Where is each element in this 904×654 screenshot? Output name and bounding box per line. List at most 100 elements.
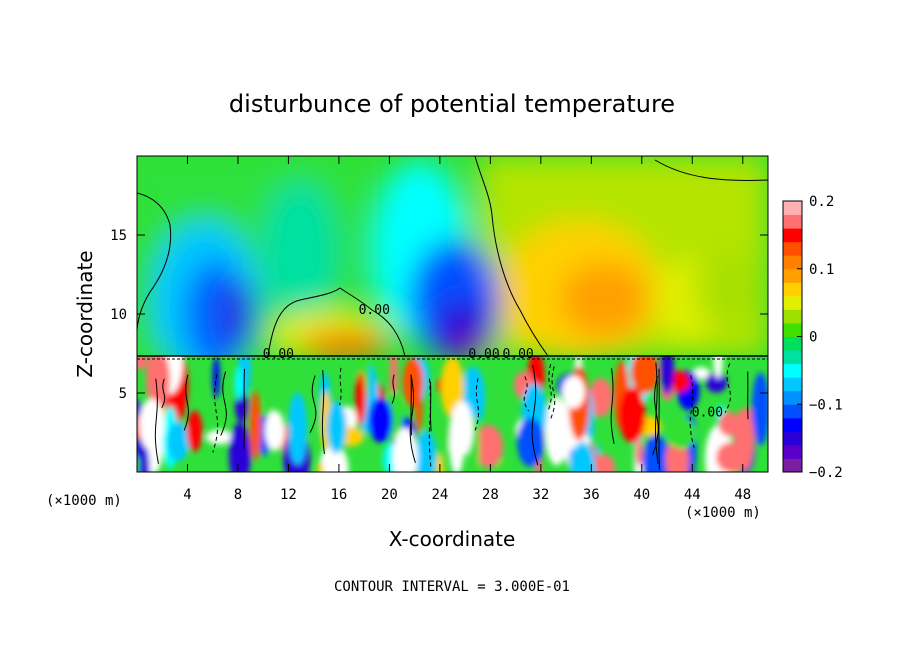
colorbar-segment [783,404,802,419]
field-plume [318,444,349,472]
x-tick-label: 20 [381,487,398,503]
field-plume [326,400,347,454]
field-plume [642,434,671,472]
field-plume [249,391,262,461]
colorbar-segment [783,458,802,473]
colorbar-segment [783,228,802,243]
zero-contour-middle [267,287,406,357]
field-plume [186,410,203,452]
x-tick-label: 12 [280,487,297,503]
x-axis-label: X-coordinate [389,527,516,551]
x-unit-right: (×1000 m) [685,505,761,521]
colorbar-segment [783,241,802,256]
field-plume [138,444,150,472]
colorbar-segment [783,363,802,378]
colorbar-segment [783,431,802,446]
field-plume [450,400,474,457]
y-tick-label: 15 [110,228,127,244]
field-plume [288,392,308,465]
contour-label: 0.00 [692,406,723,421]
contour-line [531,365,539,466]
field-plume [436,452,445,472]
contour-line [220,371,227,436]
colorbar-segment [783,255,802,270]
lower-contours [154,362,749,470]
colorbar-segment [783,309,802,324]
x-tick-label: 4 [183,487,191,503]
field-plume [138,398,165,451]
y-tick-label: 5 [119,386,127,402]
colorbar-tick-label: 0.1 [809,262,834,278]
x-axis-ticks: 4 8 12 16 20 24 28 32 36 40 44 48 [183,156,751,503]
contour-line [547,363,552,413]
field-plume [692,367,711,380]
colorbar-tick-label: −0.2 [809,465,843,481]
contour-label: 0.00 [263,347,294,362]
contour-label: 0.00 [359,303,390,318]
contour-line [610,368,615,444]
field-plume [618,387,646,444]
field-plume [368,397,393,443]
contour-line [410,374,412,436]
colorbar-segment [783,390,802,405]
field-plume [660,356,674,396]
zero-contour-top-right [654,159,768,181]
field-plume [167,421,190,462]
field-plume [415,384,423,433]
colorbar-segment [783,214,802,229]
x-tick-label: 8 [234,487,242,503]
colorbar-segment [783,295,802,310]
field-plume [234,366,244,401]
zero-contour-left [137,192,172,331]
y-axis-ticks: 5 10 15 [110,228,768,402]
field-plume [561,375,585,409]
colorbar-segment [783,201,802,216]
field-plume [630,356,659,394]
field-plume [415,430,437,472]
colorbar-segment [783,282,802,297]
contour-line [523,376,530,412]
contour-line [321,370,325,454]
zero-contour-right [474,156,549,357]
contour-line [391,374,395,404]
contour-line [409,374,416,463]
colorbar-tick-label: 0 [809,330,817,346]
x-unit-left: (×1000 m) [46,493,122,509]
contour-label: 0.00 [502,347,533,362]
contour-line [339,367,342,406]
contour-line [429,381,432,432]
colorbar-segment [783,444,802,459]
chart-title: disturbunce of potential temperature [229,90,675,118]
x-tick-label: 40 [633,487,650,503]
x-tick-label: 36 [583,487,600,503]
contour-label: 0.00 [468,347,499,362]
contour-line [212,374,219,453]
x-tick-label: 48 [734,487,751,503]
field-plume [666,417,697,449]
field-plume [497,459,511,472]
field-plume [474,424,504,468]
colorbar-segment [783,322,802,337]
contour-labels: 0.000.00 0.00 0.000.00 [263,303,723,421]
x-tick-label: 24 [431,487,448,503]
colorbar-segment [783,377,802,392]
y-axis-label: Z-coordinate [73,250,97,377]
x-tick-label: 44 [684,487,701,503]
field-plume [635,439,643,467]
field-plume [392,427,418,472]
contour-line [161,378,166,409]
contour-lines [137,156,768,360]
y-tick-label: 10 [110,307,127,323]
field-plume [517,417,545,468]
field-plume [718,411,740,437]
colorbar-segment [783,350,802,365]
colorbar: 0.2 0.1 0 −0.1 −0.2 [782,194,843,481]
contour-line [689,375,695,448]
contour-line [309,375,317,433]
field-plume [713,356,723,379]
field-plume [589,377,613,418]
colorbar-segment [783,268,802,283]
field-plume [145,356,171,410]
contour-line [154,378,159,464]
